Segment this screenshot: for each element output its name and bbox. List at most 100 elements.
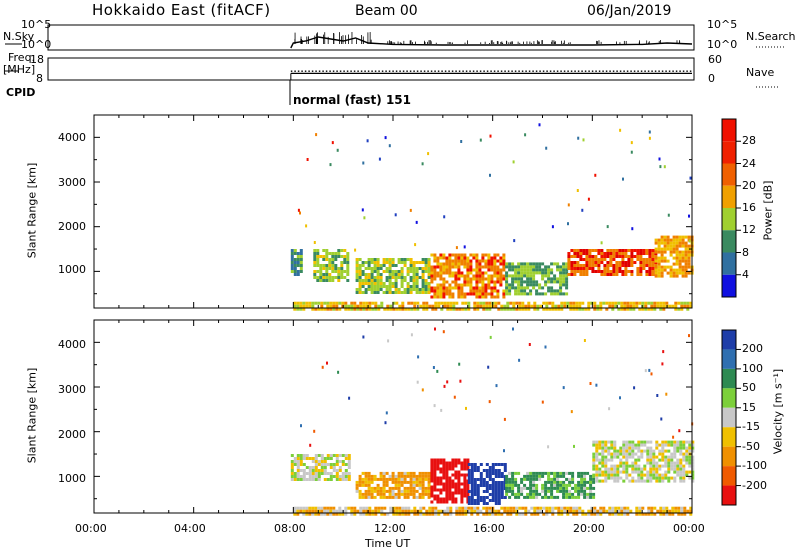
heatmap-cell	[649, 468, 652, 471]
heatmap-cell	[581, 302, 584, 305]
heatmap-cell	[347, 305, 350, 308]
beam-label: Beam 00	[355, 3, 418, 19]
heatmap-cell	[652, 474, 655, 477]
heatmap-cell	[529, 274, 532, 277]
heatmap-cell	[577, 493, 580, 496]
heatmap-cell	[436, 296, 439, 299]
heatmap-cell	[588, 264, 591, 267]
heatmap-scatter	[631, 151, 633, 154]
heatmap-scatter	[443, 215, 445, 218]
heatmap-cell	[649, 441, 652, 444]
heatmap-cell	[557, 510, 560, 513]
heatmap-cell	[670, 441, 673, 444]
heatmap-scatter	[577, 189, 579, 192]
heatmap-cell	[595, 459, 598, 462]
heatmap-cell	[439, 263, 442, 266]
heatmap-cell	[600, 270, 603, 273]
heatmap-cell	[656, 305, 659, 308]
heatmap-cell	[495, 490, 498, 493]
heatmap-cell	[448, 468, 451, 471]
heatmap-cell	[610, 468, 613, 471]
heatmap-cell	[664, 474, 667, 477]
heatmap-cell	[345, 454, 348, 457]
heatmap-cell	[514, 268, 517, 271]
heatmap-cell	[386, 305, 389, 308]
heatmap-cell	[538, 292, 541, 295]
heatmap-cell	[517, 280, 520, 283]
heatmap-cell	[442, 468, 445, 471]
heatmap-cell	[636, 258, 639, 261]
heatmap-cell	[473, 305, 476, 308]
heatmap-cell	[466, 266, 469, 269]
heatmap-cell	[442, 498, 445, 501]
heatmap-cell	[407, 487, 410, 490]
heatmap-cell	[526, 280, 529, 283]
heatmap-cell	[679, 239, 682, 242]
heatmap-cell	[374, 261, 377, 264]
heatmap-cell	[433, 287, 436, 290]
heatmap-cell	[330, 475, 333, 478]
heatmap-cell	[500, 507, 503, 510]
heatmap-cell	[643, 444, 646, 447]
heatmap-cell	[398, 510, 401, 513]
heatmap-cell	[442, 287, 445, 290]
heatmap-cell	[551, 305, 554, 308]
heatmap-cell	[494, 305, 497, 308]
heatmap-cell	[634, 444, 637, 447]
heatmap-cell	[377, 490, 380, 493]
heatmap-cell	[383, 487, 386, 490]
heatmap-cell	[291, 478, 294, 481]
heatmap-cell	[314, 510, 317, 513]
heatmap-cell	[501, 490, 504, 493]
heatmap-cell	[603, 273, 606, 276]
heatmap-cell	[478, 287, 481, 290]
heatmap-cell	[334, 276, 337, 279]
heatmap-scatter	[490, 336, 492, 339]
heatmap-cell	[368, 288, 371, 291]
heatmap-cell	[374, 270, 377, 273]
heatmap-scatter	[313, 430, 315, 433]
heatmap-cell	[478, 263, 481, 266]
heatmap-cell	[688, 245, 691, 248]
heatmap-cell	[616, 465, 619, 468]
heatmap-scatter	[649, 131, 651, 134]
heatmap-cell	[619, 462, 622, 465]
heatmap-cell	[490, 269, 493, 272]
heatmap-cell	[475, 281, 478, 284]
heatmap-cell	[482, 507, 485, 510]
heatmap-cell	[368, 261, 371, 264]
heatmap-cell	[532, 262, 535, 265]
heatmap-cell	[553, 472, 556, 475]
heatmap-cell	[319, 264, 322, 267]
heatmap-cell	[308, 305, 311, 308]
heatmap-cell	[529, 265, 532, 268]
heatmap-cell	[520, 481, 523, 484]
heatmap-cell	[449, 305, 452, 308]
heatmap-cell	[651, 264, 654, 267]
heatmap-cell	[398, 288, 401, 291]
heatmap-cell	[645, 273, 648, 276]
heatmap-cell	[422, 490, 425, 493]
heatmap-scatter	[385, 421, 387, 424]
heatmap-cell	[346, 255, 349, 258]
heatmap-cell	[523, 487, 526, 490]
heatmap-cell	[419, 487, 422, 490]
heatmap-cell	[404, 510, 407, 513]
heatmap-cell	[356, 270, 359, 273]
heatmap-cell	[478, 266, 481, 269]
heatmap-cell	[560, 507, 563, 510]
heatmap-cell	[395, 484, 398, 487]
heatmap-cell	[338, 507, 341, 510]
heatmap-cell	[300, 267, 303, 270]
heatmap-cell	[313, 252, 316, 255]
heatmap-cell	[407, 510, 410, 513]
heatmap-cell	[457, 278, 460, 281]
heatmap-cell	[336, 478, 339, 481]
heatmap-cell	[577, 472, 580, 475]
heatmap-scatter	[573, 445, 575, 448]
heatmap-cell	[655, 471, 658, 474]
heatmap-scatter	[443, 330, 445, 333]
heatmap-cell	[556, 289, 559, 292]
heatmap-cell	[469, 290, 472, 293]
heatmap-cell	[536, 507, 539, 510]
